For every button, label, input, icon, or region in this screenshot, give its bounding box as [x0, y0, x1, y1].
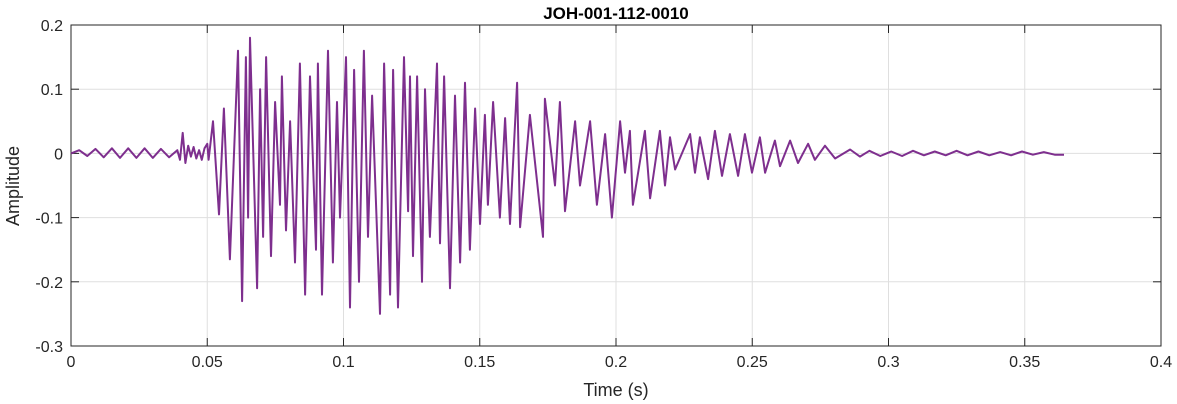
x-tick-label: 0.15 — [464, 354, 495, 371]
series-line — [70, 36, 1064, 315]
x-axis-label: Time (s) — [583, 380, 648, 400]
x-tick-label: 0.3 — [877, 354, 899, 371]
y-axis-label: Amplitude — [3, 146, 23, 226]
x-tick-label: 0.35 — [1009, 354, 1040, 371]
x-tick-label: 0.2 — [605, 354, 627, 371]
ticks: 0 0.05 0.1 0.15 0.2 0.25 0.3 0.35 0.4 0.2 0.1 0 -0.1… — [35, 18, 1172, 371]
x-tick-label: 0 — [67, 354, 76, 371]
y-tick-label: -0.1 — [35, 211, 63, 228]
grid — [70, 24, 1162, 347]
y-tick-label: 0.2 — [41, 18, 63, 35]
plot-box — [70, 24, 1162, 347]
chart-title: JOH-001-112-0010 — [543, 4, 689, 23]
x-tick-label: 0.4 — [1150, 354, 1172, 371]
x-tick-label: 0.05 — [192, 354, 223, 371]
y-tick-label: -0.2 — [35, 275, 63, 292]
x-tick-label: 0.1 — [332, 354, 354, 371]
x-tick-label: 0.25 — [737, 354, 768, 371]
y-tick-label: 0 — [54, 146, 63, 163]
y-tick-label: -0.3 — [35, 339, 63, 356]
y-tick-label: 0.1 — [41, 82, 63, 99]
